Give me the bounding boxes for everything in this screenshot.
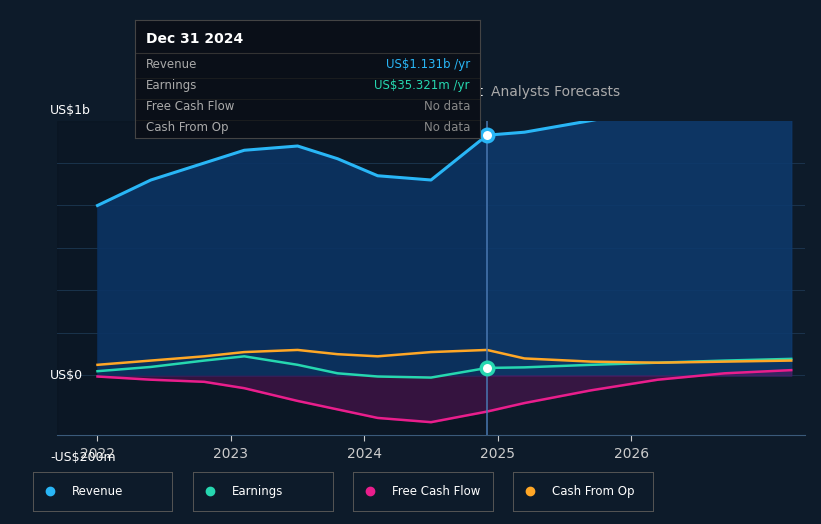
Text: No data: No data [424,100,470,113]
Bar [57,121,487,435]
Text: US$0: US$0 [50,369,83,382]
Text: Earnings: Earnings [232,485,283,498]
Text: US$1b: US$1b [50,104,91,117]
Text: Free Cash Flow: Free Cash Flow [392,485,480,498]
Text: -US$200m: -US$200m [50,451,116,464]
Text: Revenue: Revenue [146,58,197,71]
Text: Earnings: Earnings [146,79,197,92]
Text: Past: Past [454,84,484,99]
Text: US$1.131b /yr: US$1.131b /yr [386,58,470,71]
Text: No data: No data [424,122,470,135]
Text: Revenue: Revenue [72,485,123,498]
Text: Cash From Op: Cash From Op [146,122,228,135]
Text: US$35.321m /yr: US$35.321m /yr [374,79,470,92]
Text: Cash From Op: Cash From Op [553,485,635,498]
Text: Dec 31 2024: Dec 31 2024 [146,32,243,46]
Text: Analysts Forecasts: Analysts Forecasts [491,84,620,99]
Text: Free Cash Flow: Free Cash Flow [146,100,234,113]
